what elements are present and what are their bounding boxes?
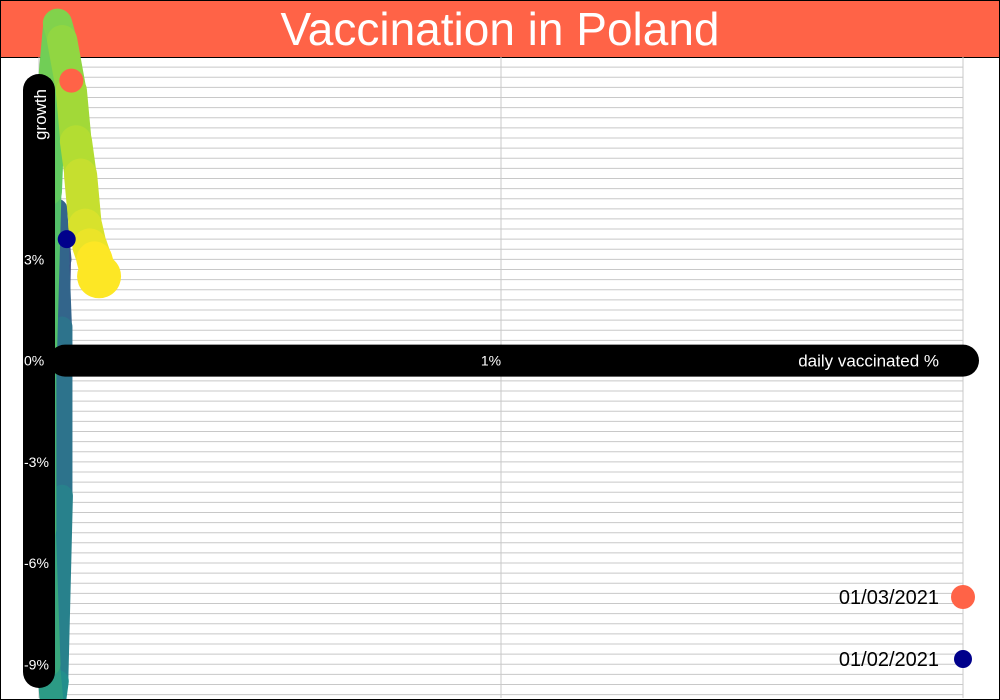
y-tick-label: 0% [24, 353, 44, 369]
y-axis-title: growth [31, 89, 50, 140]
x-tick-label: 1% [481, 353, 501, 369]
marker-start [57, 230, 76, 249]
legend-swatch [954, 650, 972, 668]
legend-label: 01/02/2021 [839, 649, 939, 671]
y-tick-label: 3% [24, 251, 44, 267]
marker-end [59, 68, 84, 93]
legend-label: 01/03/2021 [839, 587, 939, 609]
axes: growth 3% 0% -3% -6% -9% 1% daily vaccinated % [23, 74, 979, 688]
markers [57, 68, 84, 249]
grid [38, 57, 964, 698]
x-axis-title: daily vaccinated % [798, 352, 939, 371]
legend: 01/03/2021 01/02/2021 [839, 585, 975, 671]
y-tick-label: -6% [24, 555, 49, 571]
y-tick-label: -9% [24, 656, 49, 672]
chart-title: Vaccination in Poland [280, 3, 720, 55]
x-axis-band [49, 344, 979, 377]
path-end-point [77, 254, 122, 299]
legend-swatch [951, 585, 975, 609]
y-axis-band [23, 74, 55, 688]
y-tick-label: -3% [24, 454, 49, 470]
title-bar: Vaccination in Poland [1, 1, 999, 58]
